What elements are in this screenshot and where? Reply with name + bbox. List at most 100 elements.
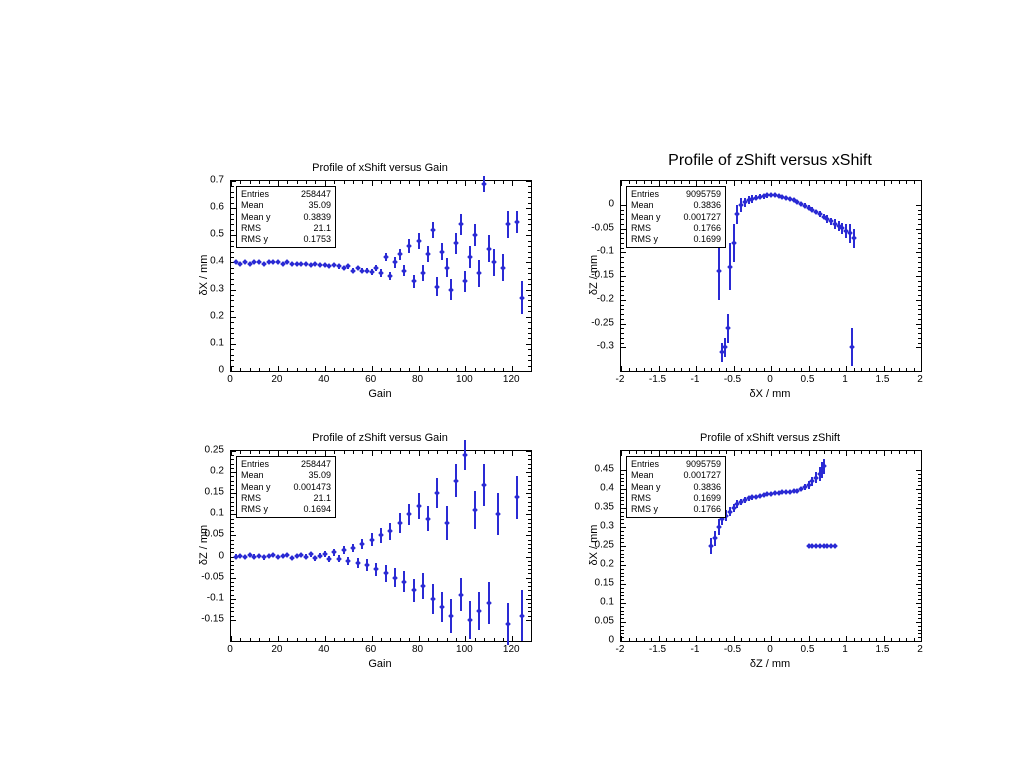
data-point bbox=[282, 262, 284, 265]
data-point bbox=[729, 243, 731, 291]
data-point bbox=[441, 592, 443, 622]
data-point bbox=[502, 254, 504, 281]
x-axis-label: Gain bbox=[230, 658, 530, 670]
data-point bbox=[729, 507, 731, 516]
data-point bbox=[403, 265, 405, 276]
x-tick-label: 40 bbox=[318, 644, 329, 655]
x-tick-label: -2 bbox=[616, 644, 625, 655]
data-point bbox=[733, 504, 735, 512]
stats-row: Mean35.09 bbox=[241, 200, 331, 211]
data-point bbox=[507, 603, 509, 645]
x-tick-label: -2 bbox=[616, 374, 625, 385]
data-point bbox=[740, 198, 742, 212]
data-point bbox=[432, 222, 434, 238]
data-point bbox=[366, 268, 368, 273]
stats-value: 0.1694 bbox=[303, 504, 331, 515]
x-tick-label: 100 bbox=[456, 374, 473, 385]
data-point bbox=[328, 265, 330, 268]
data-point bbox=[371, 269, 373, 274]
data-point bbox=[343, 546, 345, 554]
chart-grid: Profile of xShift versus Gain02040608010… bbox=[0, 0, 1024, 768]
x-tick-label: 2 bbox=[917, 644, 923, 655]
data-point bbox=[380, 528, 382, 543]
data-point bbox=[488, 582, 490, 624]
data-point bbox=[516, 211, 518, 233]
data-point bbox=[403, 571, 405, 592]
stats-key: Mean bbox=[631, 200, 654, 211]
data-point bbox=[394, 568, 396, 587]
data-point bbox=[244, 555, 246, 559]
data-point bbox=[291, 556, 293, 560]
data-point bbox=[357, 558, 359, 568]
data-point bbox=[455, 233, 457, 255]
data-point bbox=[724, 338, 726, 357]
stats-value: 9095759 bbox=[686, 189, 721, 200]
data-point bbox=[239, 262, 241, 265]
x-tick-label: -0.5 bbox=[724, 644, 741, 655]
x-tick-label: -1.5 bbox=[649, 644, 666, 655]
chart-title: Profile of zShift versus xShift bbox=[620, 152, 920, 170]
data-point bbox=[432, 584, 434, 614]
data-point bbox=[413, 275, 415, 289]
stats-box: Entries9095759Mean0.3836Mean y0.001727RM… bbox=[626, 186, 726, 248]
stats-value: 258447 bbox=[301, 459, 331, 470]
stats-key: Entries bbox=[241, 189, 269, 200]
stats-value: 0.3839 bbox=[303, 212, 331, 223]
data-point bbox=[286, 553, 288, 557]
stats-row: RMS21.1 bbox=[241, 493, 331, 504]
data-point bbox=[347, 557, 349, 565]
y-axis-label: δX / mm bbox=[198, 180, 210, 370]
data-point bbox=[422, 573, 424, 598]
stats-key: Mean y bbox=[631, 482, 661, 493]
data-point bbox=[464, 440, 466, 470]
x-tick-label: 1.5 bbox=[876, 374, 890, 385]
data-point bbox=[314, 556, 316, 561]
data-point bbox=[478, 592, 480, 630]
stats-key: Mean bbox=[241, 470, 264, 481]
data-point bbox=[478, 260, 480, 287]
x-tick-label: 0.5 bbox=[801, 374, 815, 385]
data-point bbox=[441, 243, 443, 259]
stats-value: 35.09 bbox=[308, 470, 331, 481]
data-point bbox=[277, 261, 279, 264]
data-point bbox=[305, 262, 307, 265]
stats-row: Mean y0.3836 bbox=[631, 482, 721, 493]
data-point bbox=[853, 229, 855, 248]
data-point bbox=[834, 219, 836, 229]
data-point bbox=[319, 264, 321, 267]
data-point bbox=[319, 553, 321, 558]
data-point bbox=[418, 233, 420, 249]
data-point bbox=[385, 253, 387, 261]
x-tick-label: 0 bbox=[227, 644, 233, 655]
x-tick-label: 0 bbox=[227, 374, 233, 385]
stats-value: 21.1 bbox=[313, 493, 331, 504]
data-point bbox=[446, 506, 448, 540]
stats-key: RMS bbox=[631, 493, 651, 504]
stats-row: Mean 35.09 bbox=[241, 470, 331, 481]
data-point bbox=[258, 554, 260, 558]
chart-title: Profile of xShift versus Gain bbox=[230, 162, 530, 174]
data-point bbox=[239, 554, 241, 558]
stats-row: RMS y0.1766 bbox=[631, 504, 721, 515]
data-point bbox=[851, 328, 853, 366]
x-tick-label: 40 bbox=[318, 374, 329, 385]
stats-value: 0.1699 bbox=[693, 493, 721, 504]
stats-value: 258447 bbox=[301, 189, 331, 200]
data-point bbox=[310, 552, 312, 557]
data-point bbox=[418, 493, 420, 518]
data-point bbox=[244, 261, 246, 264]
data-point bbox=[464, 271, 466, 293]
x-tick-label: 60 bbox=[365, 644, 376, 655]
x-tick-label: -1 bbox=[691, 374, 700, 385]
data-point bbox=[333, 549, 335, 556]
x-tick-label: 80 bbox=[412, 374, 423, 385]
x-tick-label: -0.5 bbox=[724, 374, 741, 385]
data-point bbox=[733, 224, 735, 262]
stats-row: Entries9095759 bbox=[631, 189, 721, 200]
data-point bbox=[507, 211, 509, 238]
stats-box: Entries258447Mean35.09Mean y0.3839RMS21.… bbox=[236, 186, 336, 248]
stats-key: RMS bbox=[631, 223, 651, 234]
x-tick-label: 60 bbox=[365, 374, 376, 385]
x-axis-label: δZ / mm bbox=[620, 658, 920, 670]
x-tick-label: 120 bbox=[503, 374, 520, 385]
